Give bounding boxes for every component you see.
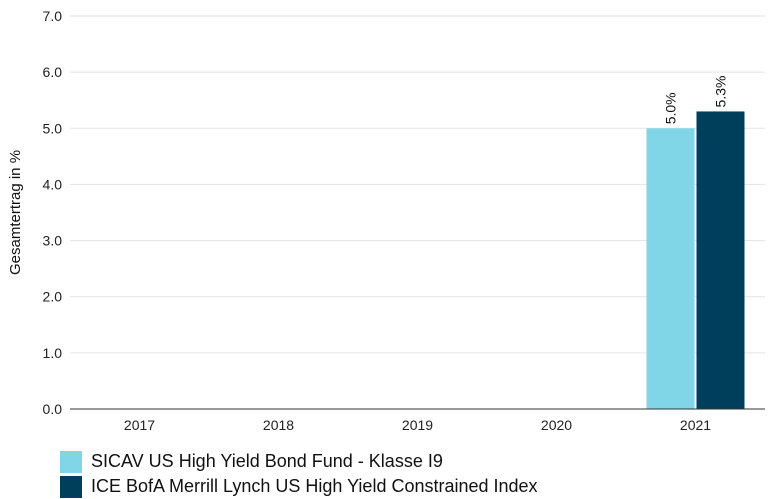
data-label: 5.0% [663, 92, 679, 124]
grid-lines [70, 15, 765, 354]
bar [646, 128, 695, 410]
legend-item-fund: SICAV US High Yield Bond Fund - Klasse I… [60, 449, 538, 474]
x-tick-label: 2020 [541, 417, 572, 433]
y-tick-label: 4.0 [43, 176, 63, 192]
x-tick-label: 2021 [680, 417, 711, 433]
y-axis-ticks: 0.0 1.0 2.0 3.0 4.0 5.0 6.0 7.0 [43, 8, 63, 417]
x-tick-label: 2017 [124, 417, 155, 433]
legend: SICAV US High Yield Bond Fund - Klasse I… [60, 449, 538, 499]
bars [646, 111, 745, 410]
data-labels: 5.0% 5.3% [663, 76, 729, 125]
x-tick-label: 2018 [263, 417, 294, 433]
y-tick-label: 0.0 [43, 401, 63, 417]
y-tick-label: 3.0 [43, 233, 63, 249]
y-tick-label: 6.0 [43, 64, 63, 80]
legend-swatch-index [60, 475, 82, 498]
y-axis-label: Gesamtertrag in % [7, 150, 24, 275]
y-tick-label: 2.0 [43, 289, 63, 305]
legend-label-index: ICE BofA Merrill Lynch US High Yield Con… [91, 476, 538, 496]
y-tick-label: 1.0 [43, 345, 63, 361]
bar-chart: 0.0 1.0 2.0 3.0 4.0 5.0 6.0 7.0 2017 2018 2019 202… [7, 8, 765, 433]
legend-swatch-fund [60, 450, 82, 473]
data-label: 5.3% [713, 76, 729, 108]
x-axis-ticks: 2017 2018 2019 2020 2021 [124, 417, 711, 433]
y-tick-label: 7.0 [43, 8, 63, 24]
bar [696, 111, 745, 409]
legend-label-fund: SICAV US High Yield Bond Fund - Klasse I… [91, 451, 443, 471]
legend-item-index: ICE BofA Merrill Lynch US High Yield Con… [60, 474, 538, 499]
y-tick-label: 5.0 [43, 120, 63, 136]
x-tick-label: 2019 [402, 417, 433, 433]
